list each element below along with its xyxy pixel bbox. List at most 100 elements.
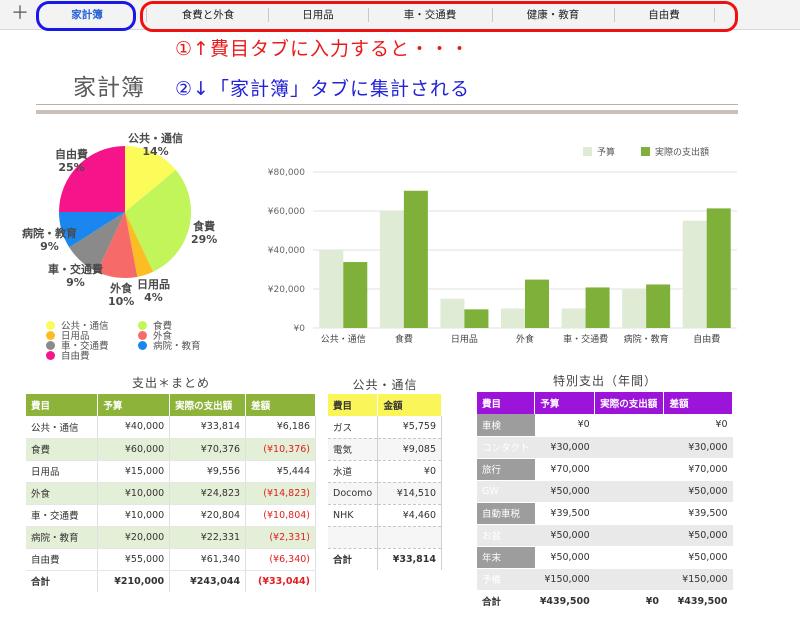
actual-cell[interactable]: ¥9,556 (169, 460, 247, 483)
amount-cell[interactable]: ¥4,460 (377, 504, 442, 527)
category-cell[interactable]: 自動車税 (477, 502, 535, 525)
category-cell[interactable]: 水道 (328, 460, 379, 483)
budget-cell[interactable]: ¥50,000 (534, 546, 595, 569)
tab-separator (368, 8, 369, 22)
tab-separator (268, 8, 269, 22)
amount-cell[interactable]: ¥5,759 (377, 416, 442, 439)
category-cell[interactable]: 電気 (328, 438, 379, 461)
total-label[interactable]: 合計 (328, 548, 379, 570)
diff-cell[interactable]: ¥30,000 (663, 436, 733, 459)
actual-cell[interactable] (594, 436, 664, 459)
budget-cell[interactable]: ¥50,000 (534, 524, 595, 547)
budget-cell[interactable]: ¥70,000 (534, 458, 595, 481)
actual-cell[interactable]: ¥24,823 (169, 482, 247, 505)
budget-cell[interactable]: ¥30,000 (534, 436, 595, 459)
budget-cell[interactable]: ¥50,000 (534, 480, 595, 503)
category-cell[interactable]: 車・交通費 (26, 504, 99, 527)
category-cell[interactable]: 年末 (477, 546, 535, 569)
column-header: 費目 (477, 392, 536, 414)
category-cell[interactable]: 自由費 (26, 548, 99, 571)
diff-cell[interactable]: (¥2,331) (245, 526, 316, 549)
diff-cell[interactable]: ¥50,000 (663, 524, 733, 547)
total-actual[interactable]: ¥0 (594, 590, 664, 613)
category-cell[interactable]: ガス (328, 416, 379, 439)
total-budget[interactable]: ¥439,500 (534, 590, 595, 613)
actual-cell[interactable] (594, 480, 664, 503)
actual-cell[interactable]: ¥33,814 (169, 416, 247, 439)
category-cell[interactable]: 車検 (477, 414, 535, 437)
category-cell[interactable]: 予備 (477, 568, 535, 591)
communication-title: 公共・通信 (352, 378, 418, 392)
actual-cell[interactable] (594, 546, 664, 569)
actual-cell[interactable] (594, 502, 664, 525)
budget-cell[interactable]: ¥20,000 (97, 526, 171, 549)
budget-cell[interactable]: ¥0 (534, 414, 595, 437)
bar-budget (682, 220, 707, 328)
tab-health-education[interactable]: 健康・教育 (526, 9, 580, 21)
category-cell[interactable]: NHK (328, 504, 379, 527)
total-diff[interactable]: ¥439,500 (663, 590, 733, 613)
budget-cell[interactable]: ¥40,000 (97, 416, 171, 439)
actual-cell[interactable] (594, 414, 664, 437)
diff-cell[interactable]: ¥6,186 (245, 416, 316, 439)
add-sheet-button[interactable]: ＋ (11, 3, 29, 24)
diff-cell[interactable]: (¥10,376) (245, 438, 316, 461)
actual-cell[interactable] (594, 458, 664, 481)
budget-cell[interactable]: ¥60,000 (97, 438, 171, 461)
table-row: 車・交通費 ¥10,000 ¥20,804 (¥10,804) (26, 504, 316, 527)
legend-item: 日用品 (46, 328, 90, 342)
category-cell[interactable]: 旅行 (477, 458, 535, 481)
total-label[interactable]: 合計 (26, 570, 99, 592)
category-cell[interactable]: 日用品 (26, 460, 99, 483)
category-cell[interactable]: Docomo (328, 482, 379, 505)
diff-cell[interactable]: ¥70,000 (663, 458, 733, 481)
diff-cell[interactable]: (¥14,823) (245, 482, 316, 505)
actual-cell[interactable]: ¥70,376 (169, 438, 247, 461)
actual-cell[interactable]: ¥61,340 (169, 548, 247, 571)
tab-food[interactable]: 食費と外食 (181, 9, 235, 21)
budget-cell[interactable]: ¥10,000 (97, 482, 171, 505)
diff-cell[interactable]: ¥150,000 (663, 568, 733, 591)
category-cell[interactable]: コンタクト (477, 436, 535, 459)
diff-cell[interactable]: (¥10,804) (245, 504, 316, 527)
table-row: コンタクト ¥30,000 ¥30,000 (477, 436, 733, 459)
total-amount[interactable]: ¥33,814 (377, 548, 442, 570)
budget-cell[interactable]: ¥55,000 (97, 548, 171, 571)
budget-cell[interactable]: ¥10,000 (97, 504, 171, 527)
category-cell[interactable]: 病院・教育 (26, 526, 99, 549)
actual-cell[interactable]: ¥20,804 (169, 504, 247, 527)
diff-cell[interactable]: ¥50,000 (663, 480, 733, 503)
category-cell[interactable]: 外食 (26, 482, 99, 505)
amount-cell[interactable]: ¥14,510 (377, 482, 442, 505)
total-actual[interactable]: ¥243,044 (169, 570, 247, 592)
amount-cell[interactable] (377, 526, 442, 549)
diff-cell[interactable]: ¥39,500 (663, 502, 733, 525)
category-cell[interactable]: 公共・通信 (26, 416, 99, 439)
diff-cell[interactable]: (¥6,340) (245, 548, 316, 571)
category-cell[interactable]: GW (477, 480, 535, 503)
category-cell[interactable]: 食費 (26, 438, 99, 461)
legend-swatch (583, 147, 592, 156)
category-cell[interactable]: お盆 (477, 524, 535, 547)
budget-cell[interactable]: ¥150,000 (534, 568, 595, 591)
budget-cell[interactable]: ¥15,000 (97, 460, 171, 483)
tab-free-expense[interactable]: 自由費 (648, 9, 680, 21)
diff-cell[interactable]: ¥50,000 (663, 546, 733, 569)
y-tick-label: ¥40,000 (268, 246, 305, 256)
category-cell[interactable] (328, 526, 379, 549)
tab-transport[interactable]: 車・交通費 (403, 9, 457, 21)
tab-kakeibo[interactable]: 家計簿 (71, 9, 103, 21)
actual-cell[interactable] (594, 524, 664, 547)
diff-cell[interactable]: ¥5,444 (245, 460, 316, 483)
total-budget[interactable]: ¥210,000 (97, 570, 171, 592)
actual-cell[interactable] (594, 568, 664, 591)
actual-cell[interactable]: ¥22,331 (169, 526, 247, 549)
total-label[interactable]: 合計 (477, 590, 535, 613)
tab-daily-goods[interactable]: 日用品 (302, 9, 334, 21)
diff-cell[interactable]: ¥0 (663, 414, 733, 437)
amount-cell[interactable]: ¥0 (377, 460, 442, 483)
amount-cell[interactable]: ¥9,085 (377, 438, 442, 461)
pie-slice (96, 212, 138, 278)
total-diff[interactable]: (¥33,044) (245, 570, 316, 592)
budget-cell[interactable]: ¥39,500 (534, 502, 595, 525)
